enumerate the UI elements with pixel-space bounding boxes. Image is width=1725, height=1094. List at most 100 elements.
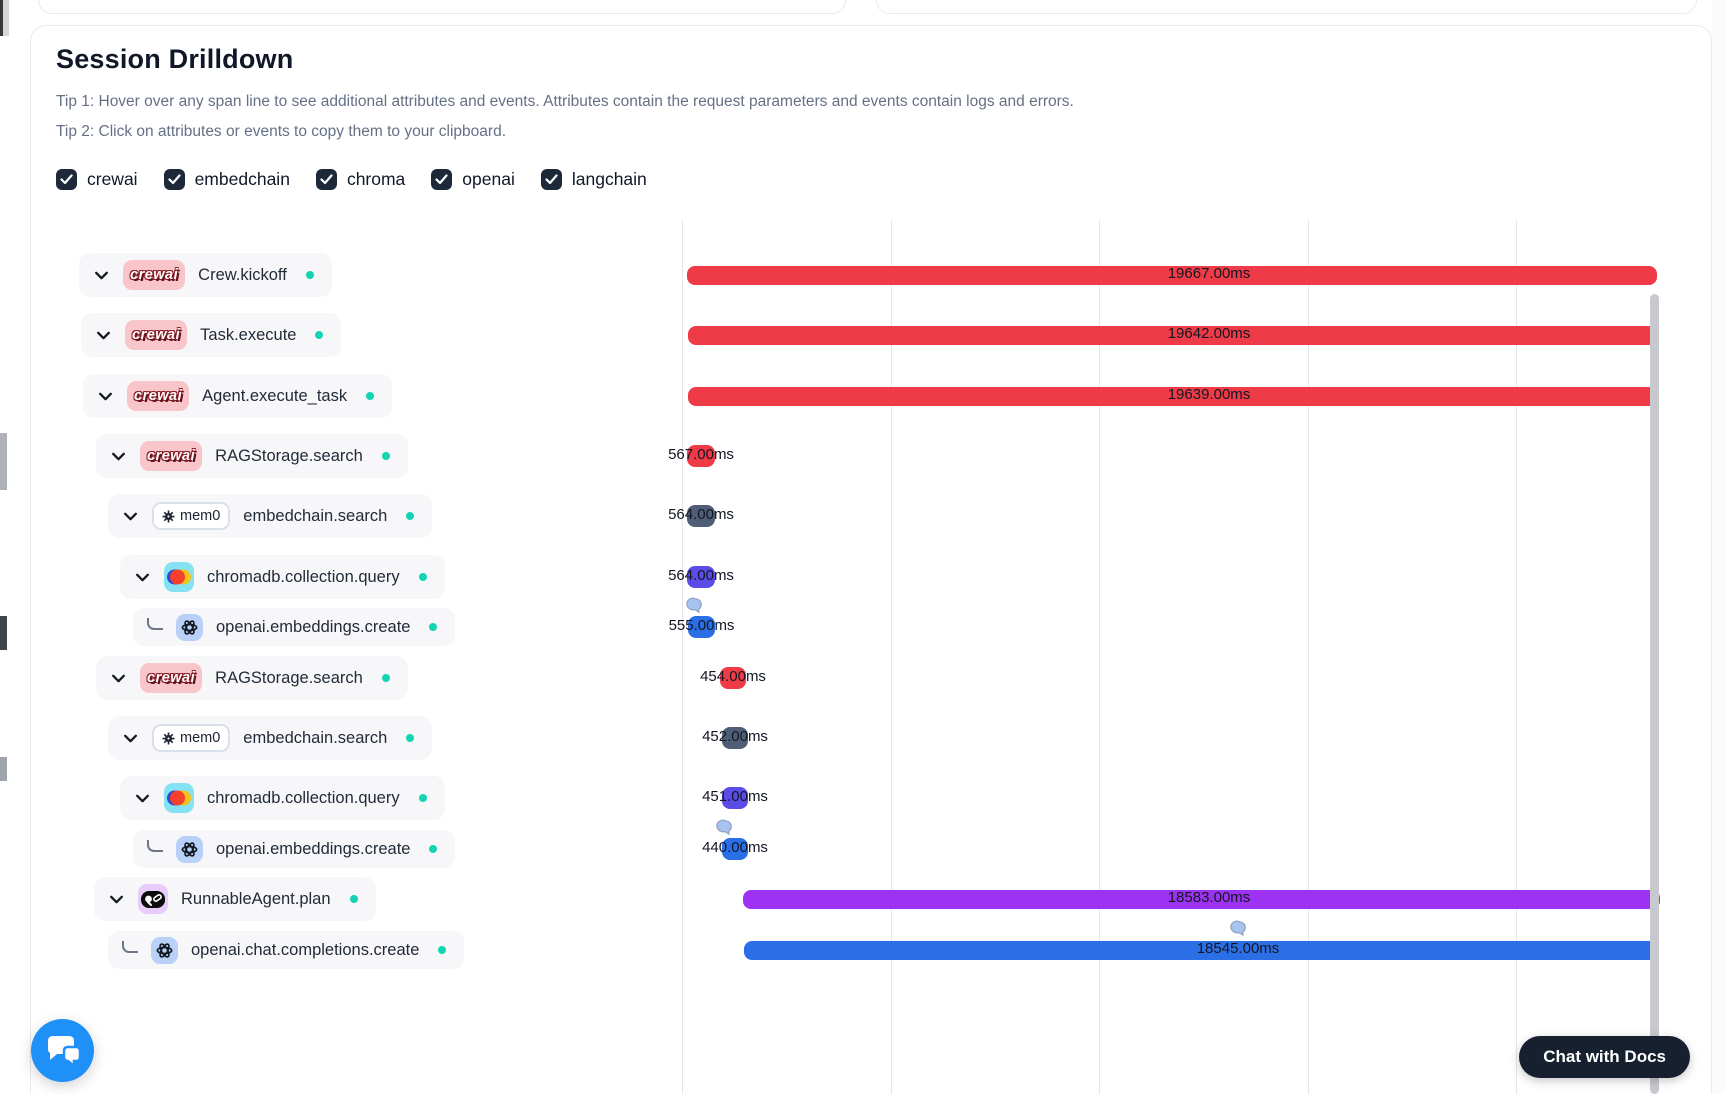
crewai-logo: crewai xyxy=(127,381,190,411)
span-row-embedchain.search[interactable]: mem0 embedchain.search xyxy=(108,494,433,538)
chevron-down-icon[interactable] xyxy=(97,388,114,405)
chroma-logo xyxy=(164,783,194,813)
chevron-down-icon[interactable] xyxy=(108,891,125,908)
status-dot xyxy=(429,845,438,853)
timeline-gridline xyxy=(1307,220,1309,1094)
chevron-down-icon[interactable] xyxy=(134,790,151,807)
span-bar-Crew.kickoff[interactable] xyxy=(687,265,1657,285)
top-partial-card-right xyxy=(876,0,1697,14)
status-dot xyxy=(406,734,415,742)
chroma-logo xyxy=(164,562,194,592)
status-dot xyxy=(305,271,314,279)
event-bubble-icon[interactable] xyxy=(714,817,735,843)
status-dot xyxy=(406,512,415,520)
span-name-label: openai.embeddings.create xyxy=(216,617,411,636)
filter-item-langchain[interactable]: langchain xyxy=(540,169,647,190)
span-row-Task.execute[interactable]: crewai Task.execute xyxy=(81,313,342,357)
span-duration-label: 564.00ms xyxy=(668,506,734,523)
chat-widget-launcher[interactable] xyxy=(31,1019,94,1082)
span-duration-label: 567.00ms xyxy=(668,446,734,463)
filter-checkbox-langchain[interactable] xyxy=(540,169,562,190)
window-scrollbar-gutter xyxy=(1712,0,1725,1094)
span-row-openai.embeddings.create[interactable]: openai.embeddings.create xyxy=(133,830,456,868)
chevron-down-icon[interactable] xyxy=(134,569,151,586)
waterfall-scrollbar-thumb[interactable] xyxy=(1650,294,1659,1094)
event-bubble-icon[interactable] xyxy=(684,595,705,621)
span-name-label: chromadb.collection.query xyxy=(207,788,400,807)
chevron-down-icon[interactable] xyxy=(93,267,110,284)
langchain-logo xyxy=(138,884,168,914)
page-edge-fragment xyxy=(0,0,9,36)
span-duration-label: 564.00ms xyxy=(668,567,734,584)
span-row-RunnableAgent.plan[interactable]: RunnableAgent.plan xyxy=(94,877,376,921)
status-dot xyxy=(381,452,390,460)
chat-bubbles-icon xyxy=(47,1035,81,1069)
checkmark-icon xyxy=(60,174,73,185)
checkmark-icon xyxy=(320,174,333,185)
mem0-logo: mem0 xyxy=(152,502,231,530)
span-bar-chromadb.collection.query[interactable] xyxy=(687,566,715,588)
span-row-openai.chat.completions.create[interactable]: openai.chat.completions.create xyxy=(108,931,465,969)
filter-item-chroma[interactable]: chroma xyxy=(315,169,405,190)
chevron-down-icon[interactable] xyxy=(122,730,139,747)
filter-label: openai xyxy=(462,169,515,189)
span-row-RAGStorage.search[interactable]: crewai RAGStorage.search xyxy=(96,656,408,700)
chat-with-docs-button[interactable]: Chat with Docs xyxy=(1519,1036,1690,1078)
span-row-Agent.execute_task[interactable]: crewai Agent.execute_task xyxy=(83,374,393,418)
chevron-down-icon[interactable] xyxy=(122,508,139,525)
span-row-embedchain.search[interactable]: mem0 embedchain.search xyxy=(108,716,433,760)
filter-item-crewai[interactable]: crewai xyxy=(56,169,138,190)
span-bar-RAGStorage.search[interactable] xyxy=(687,445,715,467)
span-bar-openai.embeddings.create[interactable] xyxy=(722,838,748,860)
page-edge-fragment xyxy=(0,616,7,650)
span-bar-chromadb.collection.query[interactable] xyxy=(722,787,748,809)
timeline-gridline xyxy=(1099,220,1100,1094)
span-name-label: embedchain.search xyxy=(243,506,388,525)
crewai-logo: crewai xyxy=(123,260,186,290)
chevron-down-icon[interactable] xyxy=(110,448,127,465)
span-duration-label: 454.00ms xyxy=(700,668,766,685)
timeline-gridline xyxy=(682,220,683,1094)
status-dot xyxy=(349,895,358,903)
span-row-openai.embeddings.create[interactable]: openai.embeddings.create xyxy=(133,608,456,646)
crewai-logo: crewai xyxy=(140,663,203,693)
openai-logo xyxy=(176,835,203,863)
span-duration-label: 440.00ms xyxy=(702,839,768,856)
chevron-down-icon[interactable] xyxy=(110,670,127,687)
filter-checkbox-embedchain[interactable] xyxy=(163,169,185,190)
span-bar-RAGStorage.search[interactable] xyxy=(720,667,746,689)
span-row-RAGStorage.search[interactable]: crewai RAGStorage.search xyxy=(96,434,408,478)
filter-item-openai[interactable]: openai xyxy=(431,169,515,190)
timeline-gridline xyxy=(890,220,892,1094)
span-bar-Task.execute[interactable] xyxy=(688,325,1657,345)
span-bar-openai.chat.completions.create[interactable] xyxy=(744,940,1659,960)
filter-checkbox-chroma[interactable] xyxy=(315,169,337,190)
span-bar-embedchain.search[interactable] xyxy=(722,727,748,749)
status-dot xyxy=(438,946,447,954)
tip-1-text: Tip 1: Hover over any span line to see a… xyxy=(56,93,1074,110)
crewai-logo: crewai xyxy=(125,320,188,350)
checkmark-icon xyxy=(545,174,558,185)
span-row-Crew.kickoff[interactable]: crewai Crew.kickoff xyxy=(79,253,332,297)
event-bubble-icon[interactable] xyxy=(1228,918,1249,944)
filter-item-embedchain[interactable]: embedchain xyxy=(163,169,290,190)
span-name-label: openai.chat.completions.create xyxy=(191,940,420,959)
span-row-chromadb.collection.query[interactable]: chromadb.collection.query xyxy=(120,555,445,599)
span-name-label: chromadb.collection.query xyxy=(207,567,400,586)
checkmark-icon xyxy=(167,174,181,185)
span-bar-RunnableAgent.plan[interactable] xyxy=(743,889,1660,909)
span-bar-Agent.execute_task[interactable] xyxy=(688,386,1657,406)
span-duration-label: 18545.00ms xyxy=(1196,940,1280,957)
checkmark-icon xyxy=(435,174,448,185)
vendor-filter-group: crewai embedchain chroma openai langchain xyxy=(56,169,647,190)
span-duration-label: 555.00ms xyxy=(668,617,735,634)
span-row-chromadb.collection.query[interactable]: chromadb.collection.query xyxy=(120,776,445,820)
span-bar-embedchain.search[interactable] xyxy=(687,505,715,527)
chevron-down-icon[interactable] xyxy=(95,327,112,344)
filter-checkbox-openai[interactable] xyxy=(431,169,453,190)
filter-checkbox-crewai[interactable] xyxy=(56,169,77,190)
span-bar-openai.embeddings.create[interactable] xyxy=(688,616,715,638)
span-duration-label: 451.00ms xyxy=(702,788,768,805)
page-edge-fragment xyxy=(0,757,7,781)
page-edge-fragment xyxy=(0,433,7,490)
